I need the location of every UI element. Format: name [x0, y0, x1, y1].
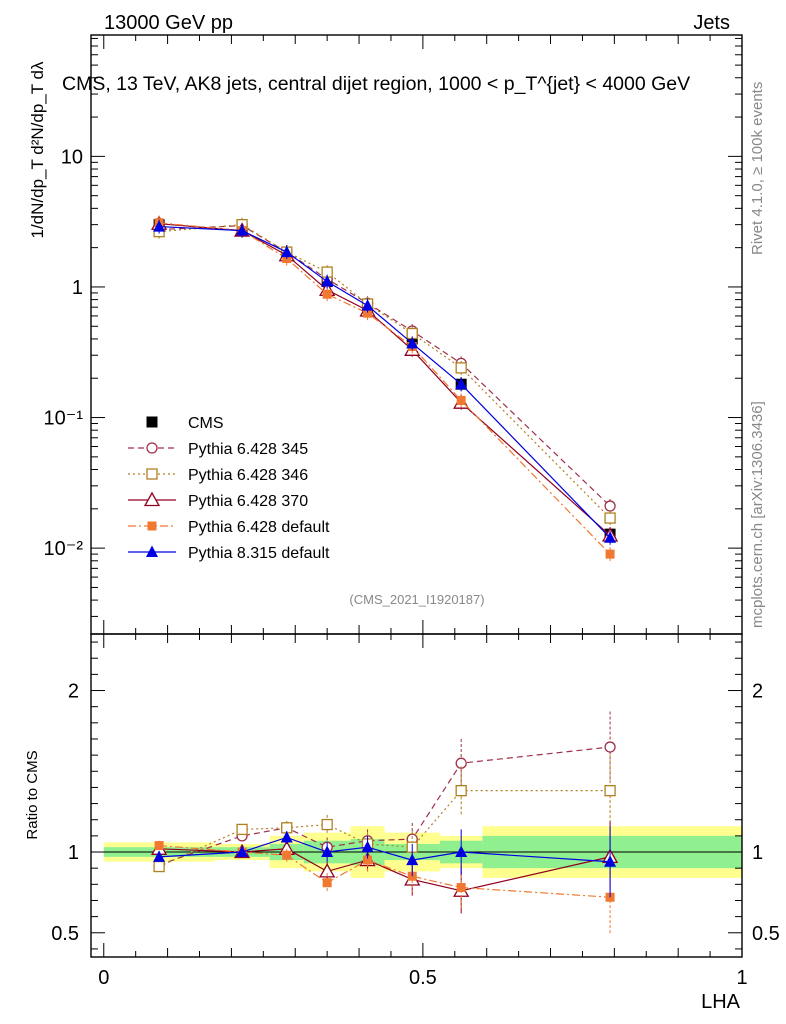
legend-marker-p8def — [146, 545, 158, 557]
ratio-point-p345-7 — [604, 741, 616, 753]
ratio-line-p8def — [159, 836, 611, 863]
ratio-ytick-label-left-2: 2 — [68, 681, 79, 703]
legend-marker-p345 — [146, 442, 158, 454]
ratio-point-p8def-4 — [361, 840, 374, 853]
main-point-p346-6 — [455, 362, 467, 374]
ratio-y-axis-label: Ratio to CMS — [24, 750, 41, 839]
ratio-point-p8def-5 — [406, 853, 419, 866]
main-ytick-label-1: 10⁻¹ — [44, 408, 84, 430]
legend-label-p345: Pythia 6.428 345 — [188, 441, 308, 458]
ratio-ytick-label-left-1: 1 — [68, 842, 79, 864]
ratio-frame — [90, 633, 743, 958]
main-point-p6def-4 — [363, 308, 373, 318]
ratio-point-p8def-2 — [280, 830, 293, 843]
ratio-point-p6def-0 — [154, 841, 164, 851]
main-line-p8def — [159, 225, 611, 539]
main-point-p6def-3 — [322, 289, 332, 299]
main-point-p8def-3 — [321, 275, 334, 287]
legend-label-p346: Pythia 6.428 346 — [188, 467, 308, 484]
main-line-p370 — [159, 223, 611, 536]
ratio-ytick-label-right-1: 1 — [752, 842, 763, 864]
ratio-point-p346-3 — [321, 818, 333, 831]
main-line-p6def — [159, 222, 611, 555]
energy-label: 13000 GeV pp — [104, 12, 233, 34]
ratio-point-p8def-7 — [604, 855, 617, 867]
main-line-p346 — [159, 224, 611, 519]
main-point-p346-7 — [604, 512, 616, 524]
main-point-p8def-7 — [604, 531, 617, 543]
ratio-point-p8def-1 — [236, 845, 249, 858]
plot-title: CMS, 13 TeV, AK8 jets, central dijet reg… — [62, 73, 690, 95]
x-tick-label-1: 0.5 — [409, 967, 437, 989]
ratio-ytick-label-left-0: 0.5 — [51, 923, 79, 945]
ratio-point-p346-1 — [236, 823, 248, 836]
mcplots-label: mcplots.cern.ch [arXiv:1306.3436] — [749, 401, 766, 628]
legend-label-p6def: Pythia 6.428 default — [188, 519, 330, 536]
rivet-label: Rivet 4.1.0, ≥ 100k events — [749, 82, 766, 255]
ratio-ytick-label-right-0: 0.5 — [752, 923, 780, 945]
ratio-point-p370-3 — [319, 863, 336, 878]
legend-marker-p370 — [143, 491, 161, 507]
main-ytick-label-3: 10 — [61, 146, 83, 168]
main-point-p6def-6 — [456, 396, 466, 406]
main-ytick-label-0: 10⁻² — [44, 538, 84, 560]
ratio-point-p8def-6 — [455, 845, 468, 858]
ratio-line-p370 — [159, 848, 611, 892]
analysis-tag: (CMS_2021_I1920187) — [349, 592, 484, 607]
ratio-line-p345 — [158, 746, 611, 866]
ratio-point-p6def-3 — [322, 878, 332, 888]
main-point-p345-7 — [604, 500, 616, 512]
ratio-point-p8def-0 — [153, 850, 166, 862]
legend-marker-p6def — [147, 521, 157, 531]
ratio-ytick-label-right-2: 2 — [752, 681, 763, 703]
main-y-axis-label: 1/dN/dp_T d²N/dp_T dλ — [28, 61, 47, 239]
main-point-p8def-4 — [361, 299, 374, 311]
main-line-p345 — [159, 224, 611, 507]
ratio-point-p346-6 — [455, 785, 467, 797]
x-axis-label: LHA — [701, 991, 741, 1013]
legend-label-cms: CMS — [188, 415, 224, 432]
ratio-point-p8def-3 — [321, 845, 334, 858]
main-point-p6def-7 — [605, 549, 615, 559]
main-point-p8def-2 — [280, 245, 293, 258]
legend-label-p370: Pythia 6.428 370 — [188, 493, 308, 510]
x-tick-label-0: 0 — [98, 967, 109, 989]
main-ytick-label-2: 1 — [72, 277, 83, 299]
ratio-point-p6def-4 — [363, 855, 373, 865]
legend-marker-cms — [146, 416, 158, 428]
legend-marker-p346 — [146, 468, 158, 480]
main-point-p8def-0 — [153, 220, 166, 232]
ratio-point-p6def-6 — [456, 883, 466, 893]
x-tick-label-2: 1 — [736, 967, 747, 989]
main-point-p8def-6 — [455, 377, 468, 390]
category-label: Jets — [693, 12, 730, 34]
ratio-point-p346-7 — [604, 785, 616, 797]
main-point-p8def-1 — [236, 224, 249, 236]
ratio-point-p6def-2 — [282, 850, 292, 860]
legend-label-p8def: Pythia 8.315 default — [188, 545, 330, 562]
main-point-p8def-5 — [406, 336, 419, 349]
ratio-point-p346-0 — [153, 860, 165, 873]
